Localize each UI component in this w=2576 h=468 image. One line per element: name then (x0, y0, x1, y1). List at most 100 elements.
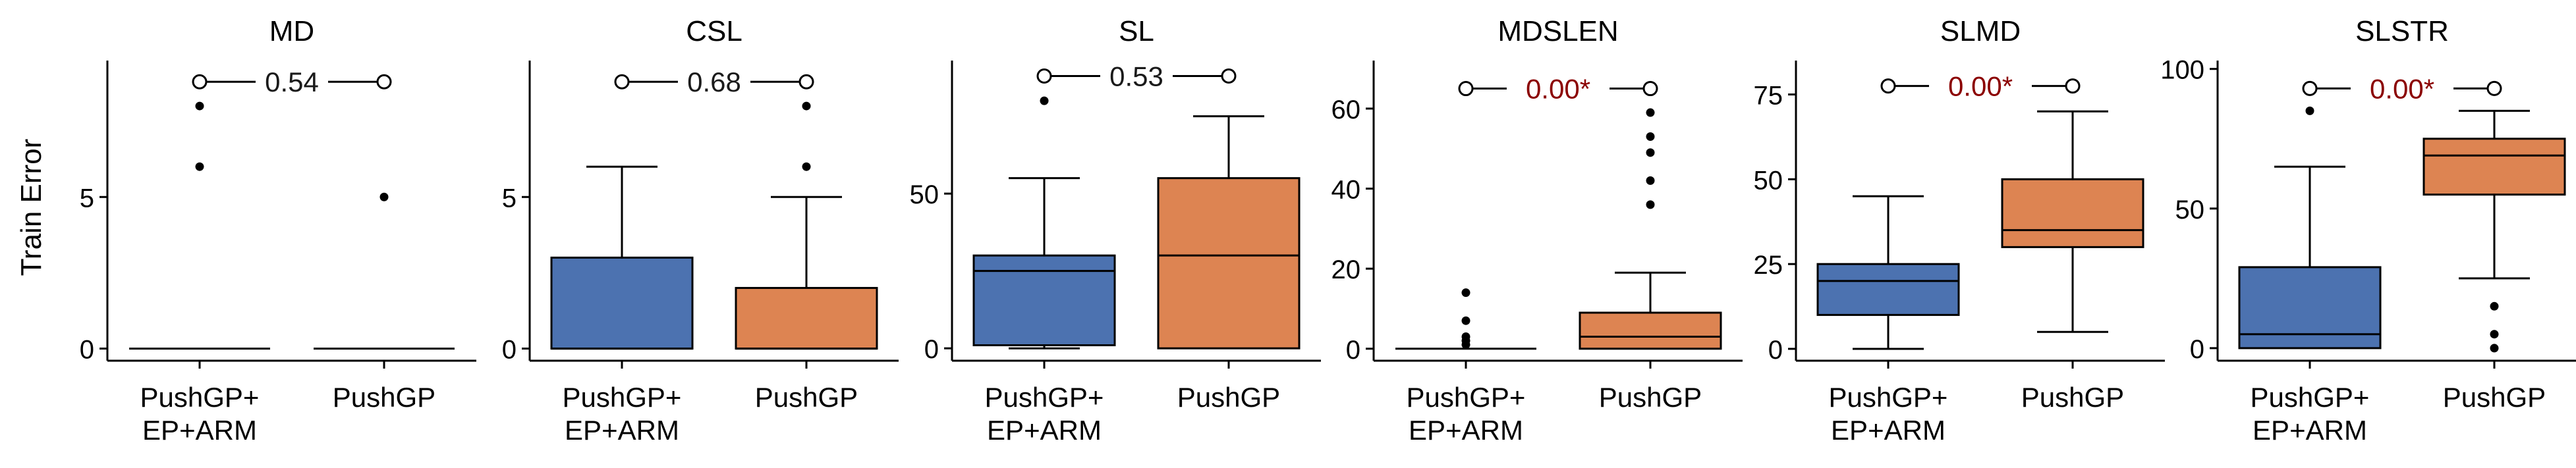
box-pushgp-ep-arm (550, 165, 694, 350)
box-pushgp-ep-arm (129, 101, 270, 350)
box-pushgp-ep-arm (1395, 288, 1536, 350)
box-body (2001, 178, 2144, 248)
chart-panel-mdslen: MDSLEN 0.00* 0 20 40 60 PushGP+ EP+ARM PushGP (1331, 15, 1743, 446)
box-pushgp (1157, 115, 1301, 350)
box-body (1579, 311, 1722, 350)
x-tick-label: PushGP+ EP+ARM (563, 382, 682, 446)
x-tick-label-line: EP+ARM (987, 415, 1102, 446)
box-body (972, 254, 1116, 346)
annotation-marker-right (2486, 80, 2502, 96)
x-tick-label: PushGP (2443, 382, 2546, 413)
y-tick-label: 50 (2175, 195, 2205, 224)
outlier-point (1646, 132, 1655, 142)
annotation-marker-left (1458, 81, 1474, 97)
box-body (735, 286, 878, 350)
y-tick-label: 20 (1331, 255, 1361, 284)
chart-title: MD (269, 15, 314, 47)
y-tick-label: 0 (80, 336, 94, 365)
outlier-point (195, 162, 204, 171)
p-value-annotation: 0.00* (1880, 71, 2081, 102)
annotation-marker-right (376, 74, 392, 90)
box-pushgp (735, 101, 878, 350)
y-tick-label: 5 (502, 184, 517, 213)
outlier-point (1646, 200, 1655, 209)
chart-panel-sl: SL 0.53 0 50 PushGP+ EP+ARM PushGP (910, 15, 1321, 446)
box-pushgp (1579, 108, 1722, 350)
y-tick-label: 50 (910, 180, 939, 209)
annotation-marker-right (1221, 68, 1237, 84)
annotation-marker-left (192, 74, 208, 90)
x-tick-label-line: EP+ARM (1409, 415, 1523, 446)
x-tick-label: PushGP+ EP+ARM (140, 382, 260, 446)
annotation-marker-right (2065, 78, 2081, 94)
x-tick-label-line: PushGP (755, 382, 858, 413)
y-tick-label: 50 (1754, 166, 1783, 195)
chart-panel-md: MD 0.54 0 5 PushGP+ EP+ARM PushGP (80, 15, 476, 446)
outlier-point (2490, 330, 2499, 339)
x-tick-label: PushGP (1599, 382, 1702, 413)
y-tick-label: 0 (1768, 336, 1783, 365)
annotation-marker-left (1036, 68, 1052, 84)
box-pushgp-ep-arm (1816, 195, 1960, 350)
p-value-label: 0.68 (687, 66, 741, 97)
outlier-point (2490, 344, 2499, 353)
x-tick-label: PushGP+ EP+ARM (2251, 382, 2370, 446)
outlier-point (2305, 106, 2314, 115)
x-tick-label-line: PushGP+ (2251, 382, 2370, 413)
x-tick-label: PushGP+ EP+ARM (1407, 382, 1526, 446)
outlier-point (2490, 301, 2499, 311)
outlier-point (1646, 176, 1655, 185)
y-tick-label: 0 (1346, 336, 1360, 365)
p-value-label: 0.00* (2370, 73, 2434, 104)
chart-panel-slmd: SLMD 0.00* 0 25 50 75 PushGP+ EP+ARM PushGP (1754, 15, 2165, 446)
outlier-point (195, 101, 204, 111)
outlier-point (1461, 288, 1470, 298)
x-tick-label-line: PushGP (2021, 382, 2124, 413)
annotation-marker-left (2302, 80, 2318, 96)
p-value-annotation: 0.54 (192, 66, 392, 97)
x-tick-label: PushGP (333, 382, 435, 413)
x-tick-label-line: EP+ARM (142, 415, 257, 446)
box-pushgp-ep-arm (972, 96, 1116, 350)
box-pushgp (2422, 109, 2566, 353)
p-value-annotation: 0.53 (1036, 61, 1237, 92)
x-tick-label-line: EP+ARM (2253, 415, 2367, 446)
y-tick-label: 40 (1331, 176, 1361, 205)
x-tick-label: PushGP (2021, 382, 2124, 413)
annotation-marker-left (1880, 78, 1896, 94)
box-body (550, 256, 694, 350)
outlier-point (1040, 96, 1049, 105)
chart-panel-slstr: SLSTR 0.00* 0 50 100 PushGP+ EP+ARM PushGP (2160, 15, 2576, 446)
x-tick-label-line: EP+ARM (1831, 415, 1946, 446)
box-pushgp (314, 192, 455, 350)
y-tick-label: 25 (1754, 251, 1783, 280)
x-tick-label: PushGP (755, 382, 858, 413)
outlier-point (1461, 332, 1470, 342)
annotation-marker-right (1642, 81, 1658, 97)
p-value-label: 0.00* (1948, 71, 2013, 102)
x-tick-label-line: PushGP (1177, 382, 1280, 413)
p-value-label: 0.54 (265, 66, 319, 97)
y-tick-label: 60 (1331, 95, 1361, 124)
chart-title: SL (1119, 15, 1154, 47)
p-value-annotation: 0.68 (614, 66, 814, 97)
x-tick-label: PushGP (1177, 382, 1280, 413)
box-body (1816, 263, 1960, 316)
x-tick-label-line: PushGP+ (140, 382, 260, 413)
y-axis-label: Train Error (15, 139, 47, 276)
x-tick-label-line: PushGP+ (1407, 382, 1526, 413)
outlier-point (1646, 108, 1655, 117)
outlier-point (1461, 316, 1470, 325)
chart-title: MDSLEN (1498, 15, 1618, 47)
box-body (2238, 266, 2382, 350)
chart-title: SLSTR (2355, 15, 2449, 47)
x-tick-label-line: EP+ARM (565, 415, 679, 446)
x-tick-label: PushGP+ EP+ARM (1829, 382, 1948, 446)
y-tick-label: 0 (924, 335, 939, 364)
outlier-point (1646, 148, 1655, 157)
x-tick-label-line: PushGP (1599, 382, 1702, 413)
x-tick-label-line: PushGP+ (1829, 382, 1948, 413)
box-pushgp-ep-arm (2238, 106, 2382, 350)
box-pushgp (2001, 110, 2144, 333)
